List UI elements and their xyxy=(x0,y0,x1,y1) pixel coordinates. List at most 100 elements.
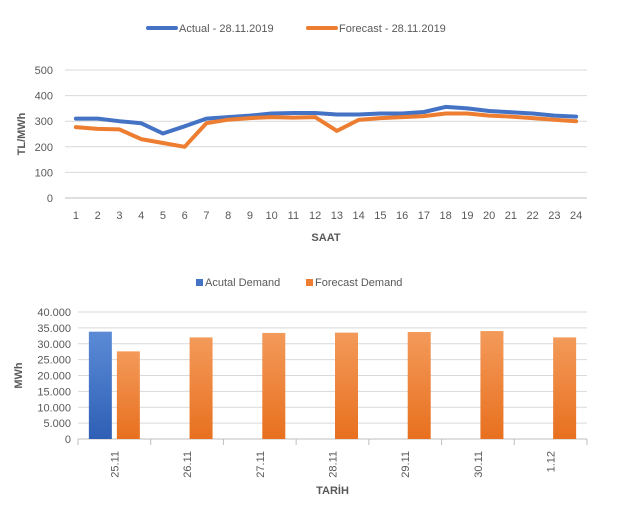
x-tick-label: 22 xyxy=(527,210,539,222)
series-line-1 xyxy=(73,104,579,136)
x-tick-label: 7 xyxy=(203,210,209,222)
legend-label-2: Forecast - 28.11.2019 xyxy=(339,23,446,35)
y-tick-label: 100 xyxy=(35,167,53,179)
series-2-point xyxy=(291,116,295,120)
y-tick-label: 300 xyxy=(35,116,53,128)
series-1-point xyxy=(270,111,274,116)
y-axis-title: MWh xyxy=(13,362,25,389)
series-2-point xyxy=(574,119,578,123)
series-2-point xyxy=(270,115,274,119)
bar-actual-25.11 xyxy=(88,331,112,439)
series-2-point xyxy=(422,114,426,118)
x-tick-label: 15 xyxy=(374,210,386,222)
series-2-point xyxy=(248,116,252,120)
x-tick-label: 9 xyxy=(247,210,253,222)
legend-label-1: Acutal Demand xyxy=(205,277,280,289)
series-1-point xyxy=(183,124,187,128)
x-axis-title: TARİH xyxy=(316,484,349,497)
bar-forecast-30.11 xyxy=(480,331,504,439)
x-tick-label: 8 xyxy=(225,210,231,222)
y-tick-label: 400 xyxy=(35,91,53,103)
x-tick-label: 2 xyxy=(95,210,101,222)
legend-swatch-1 xyxy=(196,279,203,286)
series-1-point xyxy=(487,109,491,113)
series-2-point xyxy=(139,137,143,141)
x-tick-label: 27.11 xyxy=(255,451,267,478)
bar-forecast-27.11 xyxy=(262,332,286,439)
y-tick-label: 30.000 xyxy=(37,339,71,351)
x-tick-label: 19 xyxy=(461,210,473,222)
y-tick-label: 20.000 xyxy=(37,371,71,383)
x-tick-label: 1 xyxy=(73,210,79,222)
series-2-point xyxy=(400,115,404,119)
series-1-point xyxy=(574,114,578,119)
x-tick-label: 3 xyxy=(116,210,122,222)
legend-label-2: Forecast Demand xyxy=(315,277,402,289)
series-1-point xyxy=(400,111,404,116)
bar-forecast-26.11 xyxy=(189,337,213,439)
daily-demand-chart: Acutal Demand Forecast Demand 0 5.000 10.000… xyxy=(13,277,588,497)
series-1-point xyxy=(335,112,339,117)
x-axis-title: SAAT xyxy=(311,232,340,244)
x-tick-label: 17 xyxy=(418,210,430,222)
bar-forecast-1.12 xyxy=(553,337,577,439)
x-tick-label: 4 xyxy=(138,210,144,222)
x-tick-label: 29.11 xyxy=(400,451,412,478)
series-2-point xyxy=(357,118,361,122)
x-tick-label: 30.11 xyxy=(473,451,485,478)
series-2-point xyxy=(161,141,165,145)
series-2-point xyxy=(96,127,100,131)
y-tick-label: 40.000 xyxy=(37,307,71,319)
series-1-point xyxy=(422,110,426,114)
series-2-point xyxy=(378,116,382,120)
x-tick-label: 10 xyxy=(266,210,278,222)
series-2-point xyxy=(444,111,448,116)
series-line-2 xyxy=(73,111,579,149)
x-tick-label: 28.11 xyxy=(328,451,340,478)
series-1-point xyxy=(291,111,295,115)
series-2-point xyxy=(552,118,556,122)
x-tick-label: 13 xyxy=(331,210,343,222)
x-tick-label: 21 xyxy=(505,210,517,222)
series-1-point xyxy=(96,117,100,121)
series-2-point xyxy=(465,111,469,116)
x-tick-label: 20 xyxy=(483,210,495,222)
series-1-point xyxy=(161,131,165,136)
x-tick-label: 25.11 xyxy=(109,451,121,478)
bar-forecast-28.11 xyxy=(335,332,358,439)
hourly-price-chart: Actual - 28.11.2019 Forecast - 28.11.2019… xyxy=(16,23,587,244)
series-1-point xyxy=(313,111,317,115)
x-tick-label: 23 xyxy=(548,210,560,222)
x-tick-label: 14 xyxy=(353,210,365,222)
x-tick-label: 5 xyxy=(160,210,166,222)
legend-swatch-2 xyxy=(306,279,313,286)
series-1-point xyxy=(357,112,361,117)
series-2-point xyxy=(117,127,121,131)
y-tick-label: 25.000 xyxy=(37,355,71,367)
series-1-point xyxy=(74,117,78,121)
x-tick-label: 11 xyxy=(288,210,299,222)
x-tick-label: 24 xyxy=(570,210,582,222)
y-tick-label: 35.000 xyxy=(37,323,71,335)
series-2-point xyxy=(183,145,187,149)
y-tick-label: 0 xyxy=(65,434,71,446)
y-tick-label: 500 xyxy=(35,65,53,77)
x-tick-label: 26.11 xyxy=(182,451,194,478)
y-tick-label: 0 xyxy=(47,193,53,205)
bar-forecast-29.11 xyxy=(407,332,431,439)
x-tick-label: 16 xyxy=(396,210,408,222)
x-tick-label: 1.12 xyxy=(546,451,558,472)
series-1-point xyxy=(204,117,208,121)
legend-label-1: Actual - 28.11.2019 xyxy=(179,23,274,35)
series-1-point xyxy=(465,106,469,110)
y-tick-label: 10.000 xyxy=(37,402,71,414)
series-1-point xyxy=(139,121,143,125)
series-1-point xyxy=(552,113,556,118)
series-1-point xyxy=(117,119,121,123)
x-tick-label: 12 xyxy=(309,210,321,222)
y-tick-label: 5.000 xyxy=(43,418,71,430)
y-axis-title: TL/MWh xyxy=(16,112,28,155)
series-2-point xyxy=(531,116,535,120)
series-2-point xyxy=(204,121,208,125)
series-1-point xyxy=(444,105,448,109)
